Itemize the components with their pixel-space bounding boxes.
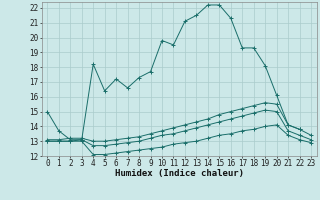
X-axis label: Humidex (Indice chaleur): Humidex (Indice chaleur) xyxy=(115,169,244,178)
